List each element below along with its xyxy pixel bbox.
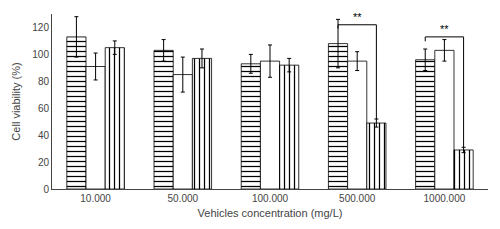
svg-text:20: 20 [38, 157, 50, 168]
svg-text:1000.000: 1000.000 [424, 193, 466, 204]
svg-text:Vehicles concentration (mg/L): Vehicles concentration (mg/L) [198, 207, 343, 219]
svg-text:100.000: 100.000 [252, 193, 289, 204]
svg-text:Cell viability (%): Cell viability (%) [10, 62, 22, 140]
svg-text:60: 60 [38, 103, 50, 114]
svg-text:50.000: 50.000 [168, 193, 199, 204]
svg-text:40: 40 [38, 130, 50, 141]
svg-text:10.000: 10.000 [80, 193, 111, 204]
svg-text:80: 80 [38, 76, 50, 87]
svg-text:100: 100 [32, 49, 49, 60]
svg-text:500.000: 500.000 [339, 193, 376, 204]
svg-text:**: ** [440, 23, 449, 35]
svg-text:**: ** [353, 11, 362, 23]
svg-text:120: 120 [32, 22, 49, 33]
svg-text:0: 0 [43, 184, 49, 195]
